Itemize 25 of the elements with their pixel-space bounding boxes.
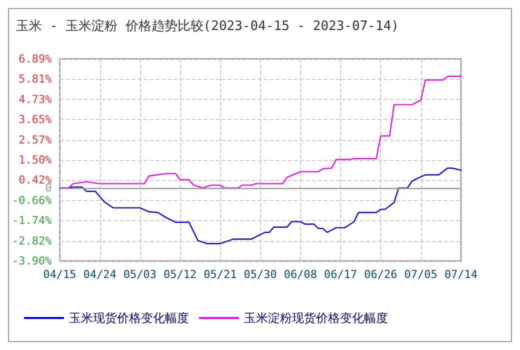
x-tick-label: 05/21 (204, 268, 237, 281)
y-tick-label: -2.82% (12, 234, 52, 248)
x-tick-label: 06/17 (324, 268, 358, 281)
y-tick-label: 2.57% (18, 133, 52, 146)
y-tick-label: 3.65% (18, 113, 52, 126)
x-tick-label: 07/05 (404, 268, 438, 281)
x-tick-label: 07/14 (444, 268, 478, 281)
y-tick-label: -0.66% (12, 194, 52, 207)
x-tick-label: 05/12 (164, 268, 197, 281)
legend-label: 玉米淀粉现货价格变化幅度 (244, 311, 388, 325)
y-tick-label: 4.73% (18, 92, 52, 106)
line-series (59, 76, 462, 189)
chart-title: 玉米 - 玉米淀粉 价格趋势比较(2023-04-15 - 2023-07-14) (16, 19, 399, 34)
legend-label: 玉米现货价格变化幅度 (69, 311, 189, 325)
y-tick-label: 1.50% (18, 153, 52, 166)
y-tick-label: -3.90% (12, 254, 52, 268)
y-tick-label: 6.89% (18, 52, 52, 66)
x-tick-label: 04/15 (43, 268, 76, 281)
y-tick-label: -1.74% (12, 214, 52, 228)
x-tick-label: 04/24 (83, 268, 117, 281)
x-tick-label: 05/30 (244, 268, 277, 281)
x-tick-label: 06/26 (364, 268, 398, 281)
y-tick-label: 5.81% (18, 72, 52, 86)
x-tick-label: 06/08 (284, 268, 318, 281)
x-tick-label: 05/03 (123, 268, 157, 281)
